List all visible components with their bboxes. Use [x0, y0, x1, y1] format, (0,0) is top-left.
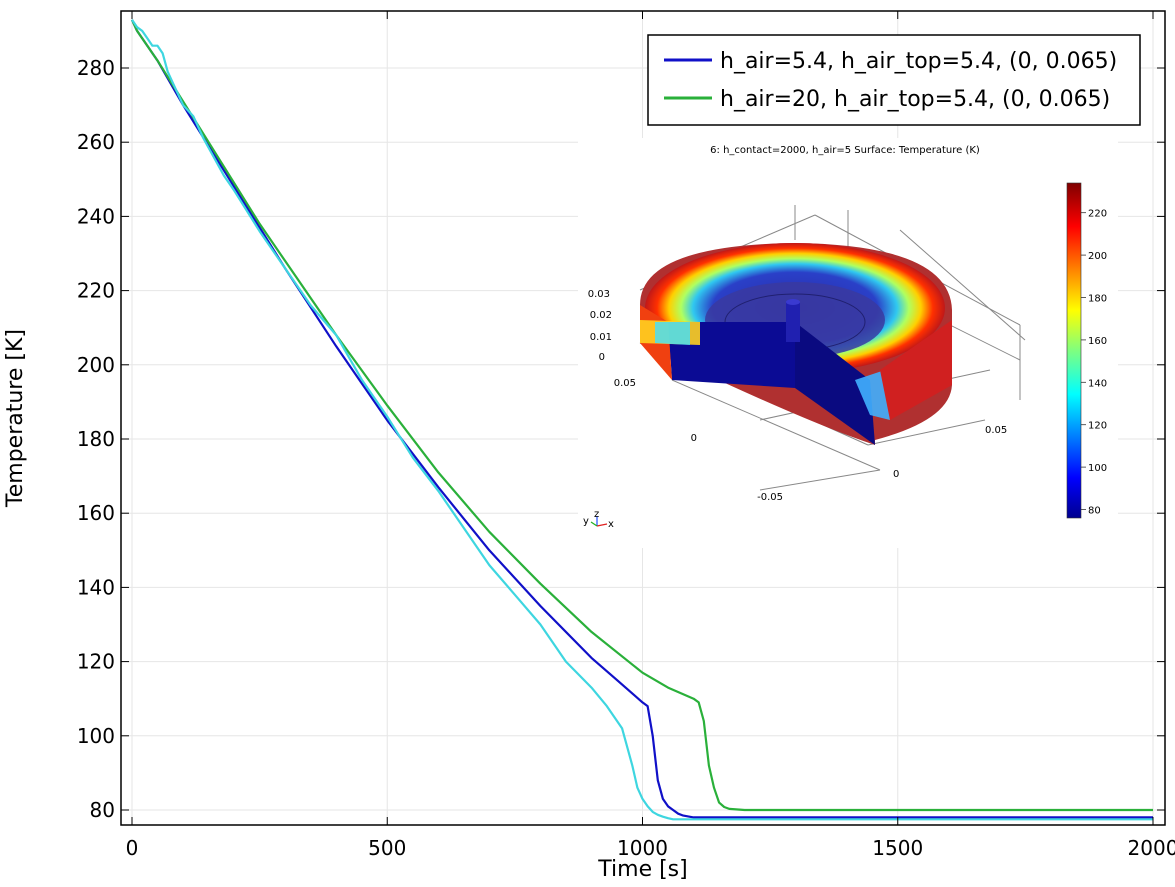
inset-z-tick: 0.02: [590, 310, 612, 321]
inset-disk-model: [640, 243, 952, 445]
x-tick-label: 0: [126, 836, 139, 860]
inset-z-tick: 0.03: [588, 289, 610, 300]
y-tick-label: 160: [77, 501, 115, 525]
colorbar-tick-label: 220: [1088, 209, 1107, 220]
legend: h_air=5.4, h_air_top=5.4, (0, 0.065) h_a…: [647, 34, 1141, 126]
y-tick-label: 80: [90, 798, 115, 822]
colorbar-ticks: 220 200 180 160 140 120 100 80: [1081, 209, 1107, 517]
inset-x-tick: 0: [893, 469, 899, 480]
triad-label: y: [583, 516, 589, 527]
inset-y-tick: -0.05: [757, 492, 783, 503]
legend-entry: h_air=20, h_air_top=5.4, (0, 0.065): [720, 87, 1110, 112]
triad-label: x: [608, 519, 614, 530]
y-axis-label: Temperature [K]: [3, 329, 28, 508]
triad-label: z: [594, 509, 599, 520]
colorbar-tick-label: 160: [1088, 336, 1107, 347]
inset-colorbar: [1066, 182, 1082, 519]
y-tick-label: 200: [77, 353, 115, 377]
x-axis-label: Time [s]: [597, 857, 687, 882]
y-tick-label: 280: [77, 56, 115, 80]
y-tick-label: 140: [77, 575, 115, 599]
y-tick-label: 240: [77, 204, 115, 228]
colorbar-tick-label: 180: [1088, 293, 1107, 304]
inset-x-tick: 0.05: [985, 425, 1007, 436]
x-tick-label: 1000: [617, 836, 668, 860]
colorbar-tick-label: 80: [1088, 506, 1101, 517]
colorbar-tick-label: 140: [1088, 378, 1107, 389]
y-tick-label: 220: [77, 279, 115, 303]
series-line-1: [131, 19, 1153, 812]
series-layer: [131, 19, 1153, 821]
series-line-2: [131, 19, 1153, 821]
legend-entry: h_air=5.4, h_air_top=5.4, (0, 0.065): [720, 49, 1117, 74]
axis-ticks: 0 500 1000 1500 2000801001201401601802002202…: [77, 11, 1175, 860]
y-tick-label: 260: [77, 130, 115, 154]
inset-y-tick: 0.05: [614, 378, 636, 389]
colorbar-tick-label: 200: [1088, 251, 1107, 262]
y-tick-label: 180: [77, 427, 115, 451]
inset-axis-triad-icon: y z x: [583, 509, 614, 530]
colorbar-tick-label: 100: [1088, 463, 1107, 474]
series-line-0: [131, 19, 1153, 819]
y-tick-label: 120: [77, 650, 115, 674]
x-tick-label: 500: [368, 836, 406, 860]
inset-z-tick: 0.01: [590, 332, 612, 343]
inset-z-tick: 0: [599, 352, 605, 363]
inset-y-tick: 0: [691, 433, 697, 444]
y-tick-label: 100: [77, 724, 115, 748]
x-tick-label: 1500: [872, 836, 923, 860]
inset-3d-plot: 6: h_contact=2000, h_air=5 Surface: Temp…: [578, 138, 1118, 548]
inset-title: 6: h_contact=2000, h_air=5 Surface: Temp…: [710, 145, 980, 156]
x-tick-label: 2000: [1128, 836, 1175, 860]
colorbar-tick-label: 120: [1088, 421, 1107, 432]
legend-box: [647, 34, 1141, 126]
